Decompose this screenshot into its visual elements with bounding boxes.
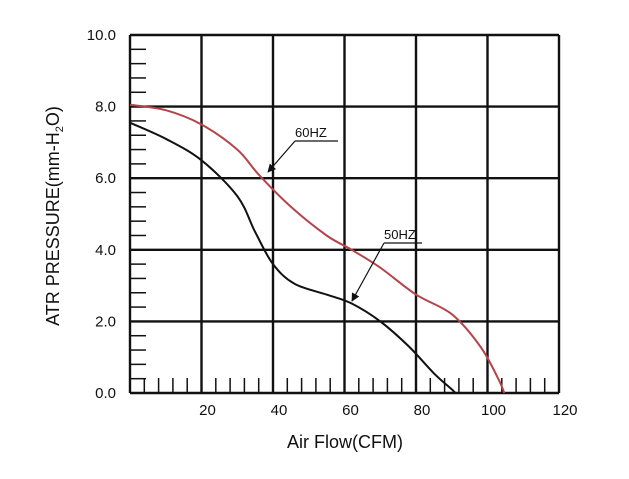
x-tick-label: 20 [199,402,216,419]
grid-layer [128,33,561,395]
x-tick-labels: 20 40 60 80 100 120 [199,402,577,419]
x-tick-label: 80 [414,402,431,419]
x-tick-label: 60 [342,402,359,419]
annotation-arrow [267,140,296,173]
x-axis-title: Air Flow(CFM) [287,432,403,452]
series-layer [129,103,506,394]
x-tick-label: 40 [271,402,288,419]
annotation-label-60hz: 60HZ [295,125,327,140]
annotation-layer: 60HZ 50HZ [267,125,422,302]
series-line-60hz [129,103,506,394]
y-tick-label: 10.0 [87,27,116,44]
series-line-50hz [129,121,457,394]
x-tick-label: 120 [552,402,577,419]
y-axis-title-subscript: 2 [54,126,66,132]
y-tick-label: 8.0 [95,99,116,116]
x-tick-label: 100 [481,402,506,419]
y-tick-label: 0.0 [95,385,116,402]
annotation-label-50hz: 50HZ [384,227,416,242]
y-tick-label: 4.0 [95,242,116,259]
y-tick-label: 2.0 [95,313,116,330]
tick-marks [130,48,546,393]
annotation-arrow [351,242,385,302]
y-axis-title: ATR PRESSURE(mm-H2O) [43,106,66,326]
y-tick-label: 6.0 [95,170,116,187]
y-tick-labels: 0.0 2.0 4.0 6.0 8.0 10.0 [87,27,116,402]
